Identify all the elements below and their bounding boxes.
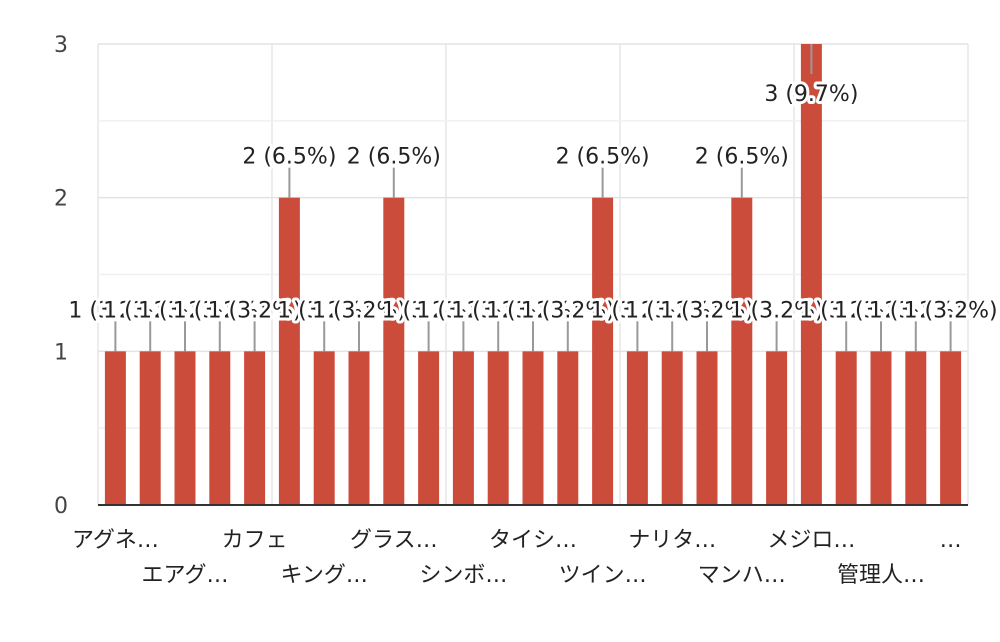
- data-label: 1 (3.2%): [312, 298, 406, 323]
- bars: [104, 44, 962, 505]
- data-label-halo: 1 (3.2%): [451, 298, 545, 323]
- bar: [278, 197, 300, 505]
- bar: [800, 44, 822, 505]
- bar: [696, 351, 718, 505]
- bar: [835, 351, 857, 505]
- x-category-label: …: [940, 528, 962, 553]
- bar: [870, 351, 892, 505]
- x-category-label: シンボ…: [419, 563, 507, 588]
- data-label-halo: 1 (3.2%): [625, 298, 719, 323]
- y-tick-label: 0: [54, 494, 68, 519]
- data-label-halo: 1 (3.2%): [277, 298, 371, 323]
- data-label-halo: 1 (3.2%): [660, 298, 754, 323]
- x-category-label: メジロ…: [767, 528, 855, 553]
- data-label: 1 (3.2%): [590, 298, 684, 323]
- data-label: 1 (3.2%): [799, 298, 893, 323]
- data-label-halo: 1 (3.2%): [382, 298, 476, 323]
- bar: [139, 351, 161, 505]
- data-label: 1 (3.2%): [173, 298, 267, 323]
- data-label: 1 (3.2%): [138, 298, 232, 323]
- bar: [731, 197, 753, 505]
- x-category-label: ツイン…: [559, 563, 647, 588]
- data-label: 1 (3.2%): [730, 298, 824, 323]
- bar: [592, 197, 614, 505]
- bar: [174, 351, 196, 505]
- data-label: 1 (3.2%): [277, 298, 371, 323]
- data-label-halo: 1 (3.2%): [208, 298, 302, 323]
- bar: [104, 351, 126, 505]
- data-label-halo: 1 (3.2%): [730, 298, 824, 323]
- data-label-halo: 1 (3.2%): [416, 298, 510, 323]
- bar: [626, 351, 648, 505]
- y-tick-label: 2: [54, 187, 68, 212]
- data-label: 2 (6.5%): [242, 145, 336, 170]
- data-label-halo: 1 (3.2%): [869, 298, 963, 323]
- bar: [661, 351, 683, 505]
- y-axis: 0 1 2 3: [54, 33, 68, 519]
- data-label-halo: 2 (6.5%): [242, 145, 336, 170]
- data-label-halo: 1 (3.2%): [173, 298, 267, 323]
- x-category-label: アグネ…: [72, 528, 159, 553]
- bar: [940, 351, 962, 505]
- data-label: 1 (3.2%): [904, 298, 998, 323]
- bar: [348, 351, 370, 505]
- y-tick-label: 1: [54, 340, 68, 365]
- data-label-halo: 1 (3.2%): [590, 298, 684, 323]
- data-label-halo: 2 (6.5%): [347, 145, 441, 170]
- data-label: 1 (3.2%): [416, 298, 510, 323]
- bar: [487, 351, 509, 505]
- data-label: 1 (3.2%): [625, 298, 719, 323]
- data-label-halo: 1 (3.2%): [799, 298, 893, 323]
- data-label: 3 (9.7%): [764, 82, 858, 107]
- x-category-label: ナリタ…: [628, 528, 716, 553]
- data-label: 1 (3.2%): [382, 298, 476, 323]
- data-label-halo: 1 (3.2%): [103, 298, 197, 323]
- data-label: 1 (3.2%): [869, 298, 963, 323]
- data-label-halo: 2 (6.5%): [695, 145, 789, 170]
- data-label: 2 (6.5%): [695, 145, 789, 170]
- x-category-label: タイシ…: [489, 528, 577, 553]
- x-category-label: 管理人…: [837, 563, 925, 588]
- data-label-halo: 1 (3.2%): [138, 298, 232, 323]
- x-category-label: カフェ: [222, 528, 288, 553]
- data-label: 1 (3.2%): [103, 298, 197, 323]
- data-label-halo: 1 (3.2%): [486, 298, 580, 323]
- data-label: 1 (3.2%): [68, 298, 162, 323]
- bar: [313, 351, 335, 505]
- data-label-halo: 1 (3.2%): [68, 298, 162, 323]
- bar: [209, 351, 231, 505]
- bar: [452, 351, 474, 505]
- data-label-halo: 1 (3.2%): [904, 298, 998, 323]
- data-label: 1 (3.2%): [486, 298, 580, 323]
- data-label: 1 (3.2%): [521, 298, 615, 323]
- bar: [383, 197, 405, 505]
- x-category-label: キング…: [281, 563, 368, 588]
- data-label: 2 (6.5%): [347, 145, 441, 170]
- bar: [766, 351, 788, 505]
- grid-lines: [97, 43, 969, 505]
- data-label-halo: 2 (6.5%): [556, 145, 650, 170]
- bar: [418, 351, 440, 505]
- data-labels: 1 (3.2%)1 (3.2%)1 (3.2%)1 (3.2%)1 (3.2%)…: [65, 79, 1000, 326]
- data-label-halo: 1 (3.2%): [312, 298, 406, 323]
- bar: [905, 351, 927, 505]
- bar: [244, 351, 266, 505]
- x-category-label: グラス…: [350, 528, 438, 553]
- x-category-label: エアグ…: [142, 563, 229, 588]
- bar: [522, 351, 544, 505]
- data-label: 2 (6.5%): [556, 145, 650, 170]
- y-tick-label: 3: [54, 33, 68, 58]
- data-label: 1 (3.2%): [208, 298, 302, 323]
- data-label: 1 (3.2%): [451, 298, 545, 323]
- data-label-halo: 1 (3.2%): [834, 298, 928, 323]
- bar: [557, 351, 579, 505]
- data-label: 1 (3.2%): [834, 298, 928, 323]
- label-leader-lines: [114, 44, 952, 352]
- data-label-halo: 3 (9.7%): [764, 82, 858, 107]
- data-label-halo: 1 (3.2%): [521, 298, 615, 323]
- data-label: 1 (3.2%): [660, 298, 754, 323]
- x-category-label: マンハ…: [698, 563, 786, 588]
